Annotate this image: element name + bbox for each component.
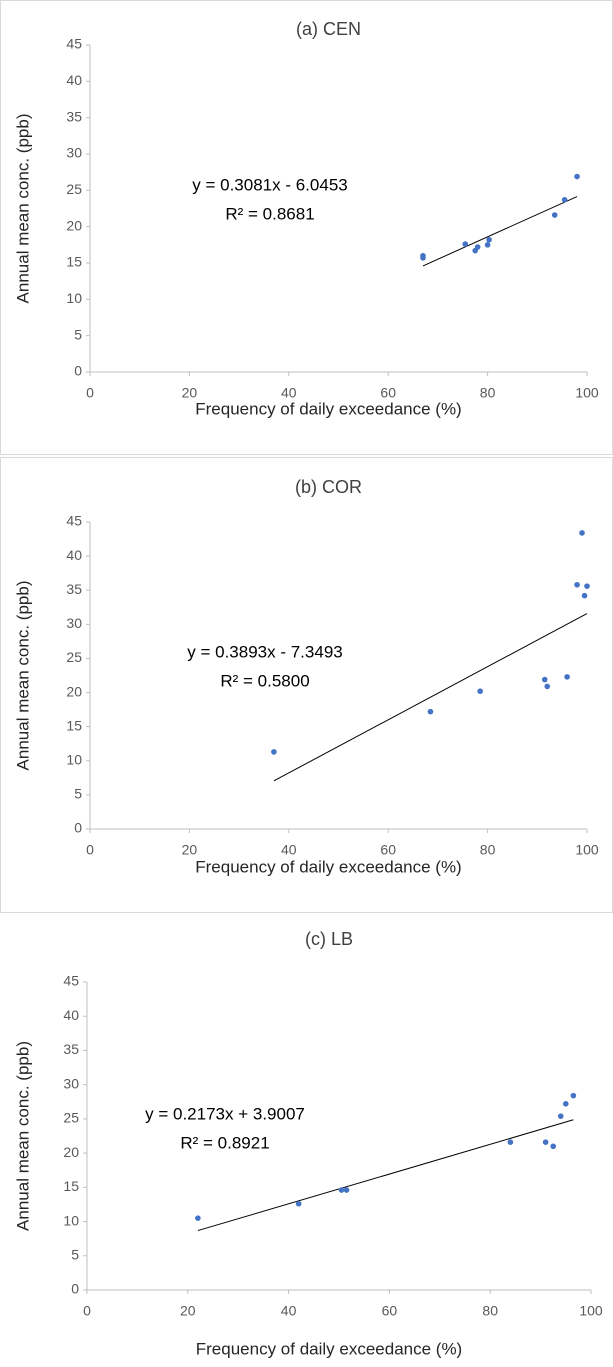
point bbox=[541, 676, 548, 683]
point bbox=[584, 583, 590, 589]
point bbox=[507, 1139, 514, 1145]
point bbox=[570, 1092, 577, 1099]
x-tick-label: 40 bbox=[281, 385, 297, 401]
x-tick-label: 100 bbox=[575, 385, 599, 401]
x-tick-label: 60 bbox=[380, 842, 396, 858]
point bbox=[462, 241, 469, 247]
y-tick-label: 45 bbox=[63, 973, 79, 989]
y-tick-label: 20 bbox=[63, 1144, 79, 1160]
trendline bbox=[273, 613, 588, 782]
x-tick-label: 80 bbox=[480, 842, 496, 858]
y-tick-label: 10 bbox=[66, 290, 82, 306]
x-axis-label: Frequency of daily exceedance (%) bbox=[195, 857, 461, 876]
y-tick-label: 15 bbox=[63, 1178, 79, 1194]
point bbox=[551, 212, 558, 218]
y-tick-label: 5 bbox=[74, 326, 82, 342]
y-tick-label: 45 bbox=[66, 513, 82, 529]
point bbox=[271, 749, 277, 755]
x-tick-label: 20 bbox=[180, 1303, 196, 1319]
y-tick-label: 0 bbox=[74, 820, 82, 836]
y-tick-label: 25 bbox=[63, 1110, 79, 1126]
trendline-equation: y = 0.2173x + 3.9007 bbox=[145, 1104, 305, 1123]
point bbox=[574, 173, 580, 180]
y-tick-label: 35 bbox=[66, 108, 82, 124]
point bbox=[427, 708, 434, 715]
point bbox=[564, 674, 570, 680]
point bbox=[420, 255, 426, 261]
trendline-equation: y = 0.3081x - 6.0453 bbox=[192, 175, 347, 194]
point bbox=[343, 1187, 350, 1193]
point bbox=[486, 236, 492, 243]
x-tick-label: 40 bbox=[281, 1303, 297, 1319]
x-tick-label: 60 bbox=[382, 1303, 398, 1319]
y-tick-label: 25 bbox=[66, 181, 82, 197]
y-tick-label: 0 bbox=[74, 363, 82, 379]
trendline bbox=[197, 1119, 574, 1232]
x-tick-label: 0 bbox=[83, 1303, 91, 1319]
y-axis-label: Annual mean conc. (ppb) bbox=[13, 1041, 32, 1231]
point bbox=[338, 1187, 345, 1193]
x-tick-label: 20 bbox=[182, 842, 198, 858]
y-tick-label: 45 bbox=[66, 36, 82, 52]
x-axis-label: Frequency of daily exceedance (%) bbox=[196, 1339, 462, 1358]
point bbox=[561, 196, 568, 203]
point bbox=[574, 581, 580, 588]
point bbox=[579, 530, 585, 536]
x-tick-label: 0 bbox=[86, 842, 94, 858]
x-tick-label: 80 bbox=[480, 385, 496, 401]
y-tick-label: 15 bbox=[66, 717, 82, 733]
point bbox=[563, 1101, 569, 1107]
point bbox=[550, 1143, 556, 1150]
y-tick-label: 30 bbox=[63, 1075, 79, 1091]
x-tick-label: 100 bbox=[579, 1303, 603, 1319]
x-tick-label: 40 bbox=[281, 842, 297, 858]
x-tick-label: 100 bbox=[575, 842, 599, 858]
y-tick-label: 20 bbox=[66, 683, 82, 699]
chart-title: (b) COR bbox=[295, 477, 362, 497]
point bbox=[542, 1139, 549, 1145]
point bbox=[195, 1215, 201, 1221]
point bbox=[581, 592, 588, 599]
trendline-r2: R² = 0.8681 bbox=[225, 204, 314, 223]
trendline-equation: y = 0.3893x - 7.3493 bbox=[187, 642, 342, 661]
x-tick-label: 20 bbox=[182, 385, 198, 401]
x-tick-label: 60 bbox=[380, 385, 396, 401]
y-tick-label: 30 bbox=[66, 615, 82, 631]
point bbox=[544, 683, 551, 690]
x-tick-label: 80 bbox=[482, 1303, 498, 1319]
y-tick-label: 35 bbox=[66, 581, 82, 597]
y-tick-label: 30 bbox=[66, 145, 82, 161]
trendline-r2: R² = 0.5800 bbox=[220, 671, 309, 690]
point bbox=[484, 242, 491, 248]
y-tick-label: 20 bbox=[66, 217, 82, 233]
point bbox=[477, 688, 483, 694]
point bbox=[474, 244, 481, 250]
trendline-r2: R² = 0.8921 bbox=[180, 1133, 269, 1152]
y-tick-label: 35 bbox=[63, 1041, 79, 1057]
y-tick-label: 10 bbox=[66, 751, 82, 767]
point bbox=[295, 1200, 302, 1207]
x-axis-label: Frequency of daily exceedance (%) bbox=[195, 399, 461, 418]
y-axis-label: Annual mean conc. (ppb) bbox=[13, 114, 32, 304]
chart-title: (a) CEN bbox=[296, 19, 361, 39]
y-tick-label: 40 bbox=[66, 547, 82, 563]
y-tick-label: 25 bbox=[66, 649, 82, 665]
y-axis-label: Annual mean conc. (ppb) bbox=[13, 581, 32, 771]
y-tick-label: 5 bbox=[74, 786, 82, 802]
y-tick-label: 10 bbox=[63, 1212, 79, 1228]
y-tick-label: 5 bbox=[71, 1246, 79, 1262]
x-tick-label: 0 bbox=[86, 385, 94, 401]
chart-title: (c) LB bbox=[305, 929, 353, 949]
y-tick-label: 40 bbox=[63, 1007, 79, 1023]
trendline bbox=[422, 196, 578, 267]
y-tick-label: 40 bbox=[66, 72, 82, 88]
y-tick-label: 0 bbox=[71, 1281, 79, 1297]
y-tick-label: 15 bbox=[66, 254, 82, 270]
point bbox=[557, 1113, 564, 1119]
